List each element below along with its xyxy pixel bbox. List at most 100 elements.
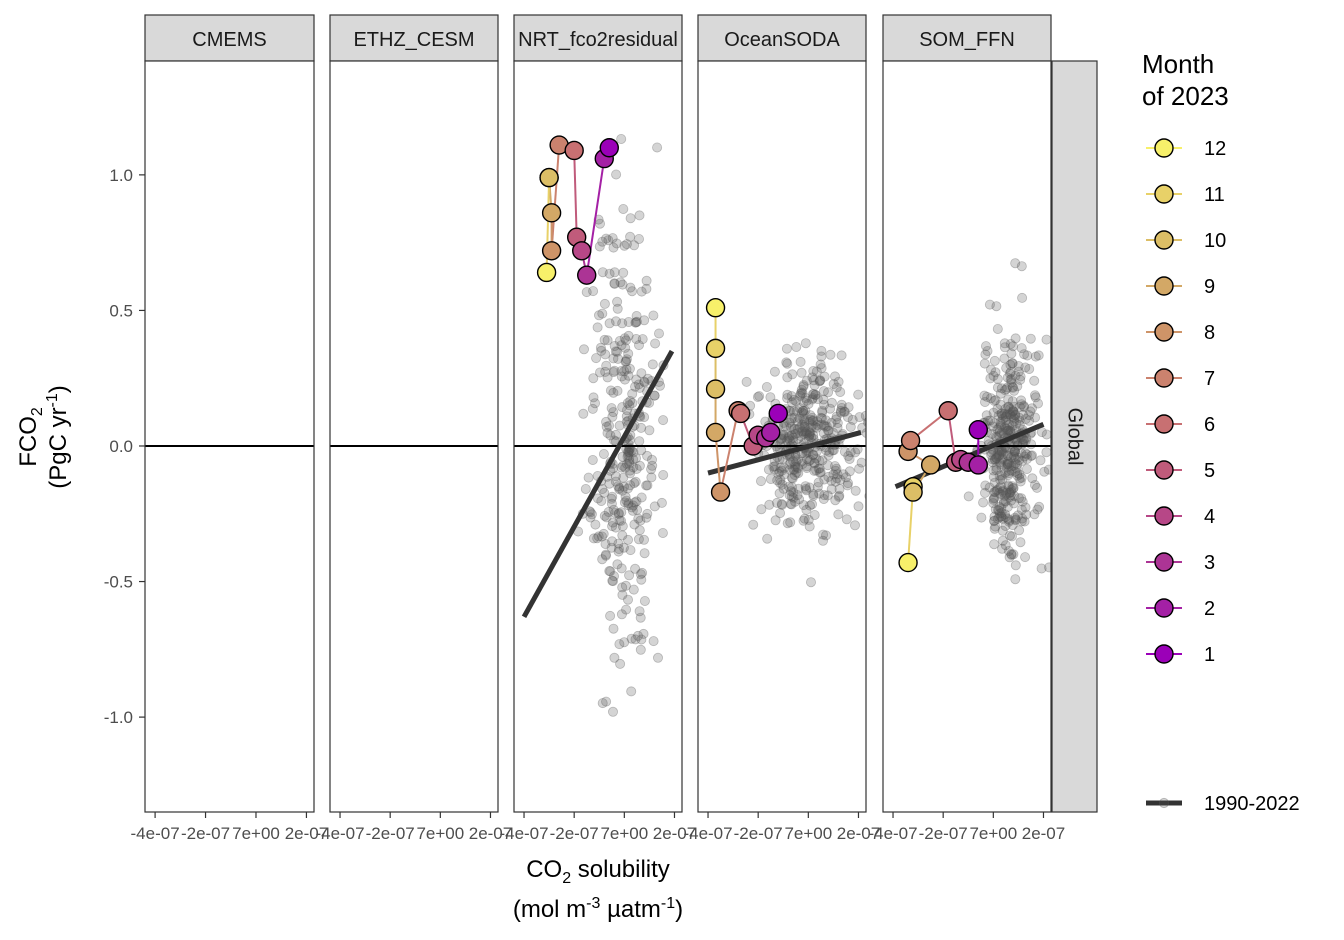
historical-point [635, 515, 646, 526]
historical-point [777, 479, 788, 490]
historical-point [809, 465, 820, 476]
historical-point [792, 424, 803, 435]
historical-point [1005, 425, 1016, 436]
historical-point [992, 513, 1003, 524]
facet-strip-ethz-cesm: ETHZ_CESM [329, 14, 499, 62]
historical-point [611, 429, 622, 440]
panel-background [145, 61, 314, 812]
historical-point [782, 518, 793, 529]
x-tick-label: 2e-07 [653, 824, 696, 843]
historical-point [1003, 546, 1014, 557]
historical-point [1003, 470, 1014, 481]
panel-plot-area [883, 258, 1051, 585]
historical-point [1003, 425, 1014, 436]
historical-point [1034, 501, 1045, 512]
historical-point [868, 411, 877, 420]
historical-point [807, 372, 818, 383]
historical-point [790, 461, 801, 472]
historical-point [612, 296, 623, 307]
historical-point [619, 240, 630, 251]
historical-point [791, 396, 802, 407]
historical-point [984, 299, 995, 310]
historical-point [613, 538, 624, 549]
historical-point [989, 395, 1000, 406]
historical-point [789, 464, 800, 475]
points-2023 [705, 298, 788, 502]
historical-point [629, 497, 640, 508]
historical-point [782, 358, 793, 369]
historical-point [854, 463, 865, 474]
legend-item-fit-line: 1990-2022 [1146, 793, 1300, 815]
historical-point [822, 490, 833, 501]
historical-point [620, 580, 631, 591]
historical-point [628, 584, 639, 595]
historical-point [826, 417, 837, 428]
legend-item-month-8: 8 [1146, 322, 1215, 344]
historical-point [836, 350, 847, 361]
historical-point [1015, 537, 1026, 548]
historical-point [1002, 501, 1013, 512]
historical-point [617, 402, 628, 413]
historical-point [639, 534, 650, 545]
historical-point [799, 426, 810, 437]
historical-point [1008, 498, 1019, 509]
historical-point [800, 338, 811, 349]
historical-point [618, 542, 629, 553]
legend-item-month-4: 4 [1146, 506, 1215, 528]
historical-point [816, 351, 827, 362]
historical-point [623, 449, 634, 460]
x-tick-label: -4e-07 [868, 824, 917, 843]
historical-point [610, 471, 621, 482]
historical-point [981, 341, 992, 352]
historical-point [1018, 409, 1029, 420]
x-tick-label: 7e+00 [416, 824, 464, 843]
historical-point [1008, 411, 1019, 422]
historical-point [819, 474, 830, 485]
historical-point [825, 403, 836, 414]
historical-point [996, 447, 1007, 458]
historical-point [616, 365, 627, 376]
historical-point [619, 497, 630, 508]
path-segment-2023 [550, 144, 561, 251]
historical-point [1044, 562, 1051, 573]
historical-point [808, 490, 819, 501]
historical-point [784, 431, 795, 442]
historical-point [631, 333, 642, 344]
historical-point [994, 426, 1005, 437]
historical-point [1010, 453, 1021, 464]
historical-point [616, 515, 627, 526]
historical-point [994, 512, 1005, 523]
historical-point [656, 497, 667, 508]
historical-point [808, 375, 819, 386]
historical-point [1008, 460, 1019, 471]
historical-point [808, 489, 819, 500]
historical-point [607, 233, 618, 244]
historical-point [621, 364, 632, 375]
historical-point [999, 353, 1010, 364]
historical-point [614, 639, 625, 650]
path-segment-2023 [714, 432, 722, 493]
historical-point [621, 495, 632, 506]
historical-point [1005, 359, 1016, 370]
historical-point [830, 371, 841, 382]
row-strip-label: Global [1064, 408, 1086, 466]
historical-point [782, 393, 793, 404]
historical-point [605, 385, 616, 396]
historical-point [1004, 552, 1015, 563]
historical-point [788, 492, 799, 503]
historical-point [599, 510, 610, 521]
historical-point [1027, 473, 1038, 484]
historical-point [788, 432, 799, 443]
historical-point [781, 357, 792, 368]
historical-point [989, 516, 1000, 527]
historical-point [773, 468, 784, 479]
historical-point [1012, 510, 1023, 521]
historical-point [623, 316, 634, 327]
legend-key-point [1154, 414, 1174, 434]
historical-point [792, 406, 803, 417]
historical-point [788, 406, 799, 417]
historical-point [1002, 458, 1013, 469]
historical-point [595, 342, 606, 353]
historical-point [1002, 382, 1013, 393]
historical-point [997, 535, 1008, 546]
